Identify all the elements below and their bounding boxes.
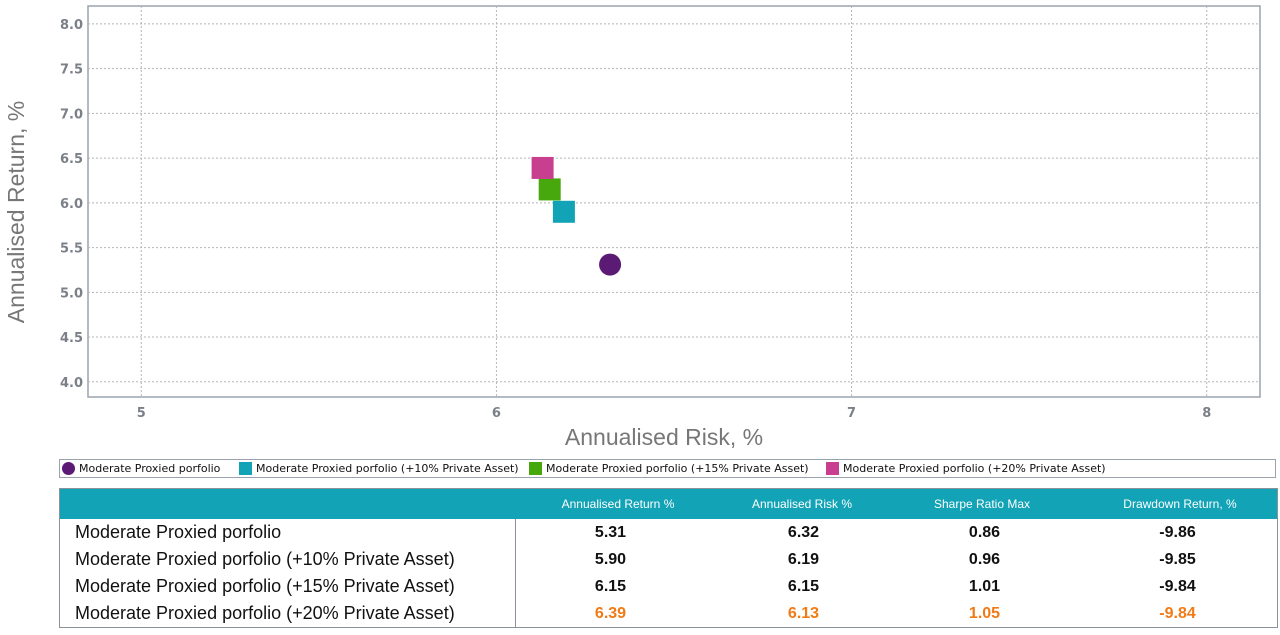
cell-sharpe-ratio: 0.86 <box>968 524 1001 541</box>
cell-annualised-return: 5.90 <box>594 551 627 568</box>
legend-label: Moderate Proxied porfolio <box>79 462 221 475</box>
cell-annualised-risk: 6.32 <box>787 524 820 541</box>
y-tick-label: 5.0 <box>60 286 83 301</box>
data-point-circle <box>599 253 622 276</box>
legend-item: Moderate Proxied porfolio <box>62 462 237 475</box>
legend: Moderate Proxied porfolio Moderate Proxi… <box>59 459 1276 478</box>
row-label: Moderate Proxied porfolio (+15% Private … <box>75 576 455 596</box>
column-divider <box>515 519 516 627</box>
legend-circle-icon <box>62 462 75 475</box>
y-tick-label: 8.0 <box>60 18 83 33</box>
legend-square-icon <box>529 462 542 475</box>
y-tick-label: 6.5 <box>60 152 83 167</box>
table-row-highlighted: Moderate Proxied porfolio (+20% Private … <box>60 600 1277 627</box>
header-sharpe-ratio: Sharpe Ratio Max <box>933 497 1031 511</box>
x-axis-label: Annualised Risk, % <box>565 424 763 450</box>
legend-label: Moderate Proxied porfolio (+10% Private … <box>256 462 519 475</box>
data-point-square <box>538 178 561 201</box>
cell-annualised-risk: 6.15 <box>787 578 820 595</box>
legend-square-icon <box>239 462 252 475</box>
cell-annualised-risk: 6.19 <box>787 551 820 568</box>
y-tick-label: 4.5 <box>60 331 83 346</box>
row-label: Moderate Proxied porfolio (+10% Private … <box>75 549 455 569</box>
cell-annualised-return: 6.15 <box>594 578 627 595</box>
y-tick-label: 5.5 <box>60 242 83 257</box>
scatter-chart: 4.0 4.5 5.0 5.5 6.0 6.5 7.0 7.5 8.0 5 6 7 8 Annuali… <box>3 5 1261 450</box>
legend-item: Moderate Proxied porfolio (+15% Private … <box>529 462 824 475</box>
cell-sharpe-ratio: 0.96 <box>968 551 1001 568</box>
row-label: Moderate Proxied porfolio (+20% Private … <box>75 603 455 623</box>
y-tick-labels: 4.0 4.5 5.0 5.5 6.0 6.5 7.0 7.5 8.0 <box>60 18 83 391</box>
cell-drawdown-return: -9.84 <box>1159 578 1196 595</box>
legend-item: Moderate Proxied porfolio (+20% Private … <box>826 462 1106 475</box>
data-point-square <box>531 156 554 179</box>
table-body: Moderate Proxied porfolio 5.31 6.32 0.86… <box>60 519 1277 627</box>
cell-drawdown-return: -9.85 <box>1159 551 1196 568</box>
y-tick-label: 7.5 <box>60 63 83 78</box>
metrics-table: Annualised Return % Annualised Risk % Sh… <box>59 488 1278 628</box>
cell-drawdown-return: -9.84 <box>1159 605 1196 622</box>
table-row: Moderate Proxied porfolio (+15% Private … <box>60 573 1277 600</box>
cell-sharpe-ratio: 1.05 <box>968 605 1001 622</box>
header-annualised-risk: Annualised Risk % <box>751 497 853 511</box>
header-annualised-return: Annualised Return % <box>561 497 675 511</box>
x-tick-label: 8 <box>1202 406 1211 421</box>
grid-lines <box>88 6 1260 397</box>
x-tick-label: 5 <box>137 406 146 421</box>
header-drawdown-return: Drawdown Return, % <box>1123 497 1237 511</box>
data-point-square <box>552 200 575 223</box>
row-label: Moderate Proxied porfolio <box>75 522 282 542</box>
legend-item: Moderate Proxied porfolio (+10% Private … <box>239 462 527 475</box>
cell-annualised-return: 5.31 <box>594 524 627 541</box>
cell-annualised-risk: 6.13 <box>787 605 820 622</box>
plot-area <box>87 5 1261 398</box>
cell-drawdown-return: -9.86 <box>1159 524 1196 541</box>
y-tick-label: 7.0 <box>60 107 83 122</box>
table-header: Annualised Return % Annualised Risk % Sh… <box>60 489 1277 519</box>
x-tick-labels: 5 6 7 8 <box>137 406 1212 421</box>
x-tick-label: 7 <box>847 406 856 421</box>
data-points <box>531 156 622 276</box>
table-row: Moderate Proxied porfolio 5.31 6.32 0.86… <box>60 519 1277 546</box>
legend-square-icon <box>826 462 839 475</box>
y-tick-label: 6.0 <box>60 197 83 212</box>
cell-annualised-return: 6.39 <box>594 605 627 622</box>
y-tick-label: 4.0 <box>60 376 83 391</box>
legend-label: Moderate Proxied porfolio (+15% Private … <box>546 462 809 475</box>
cell-sharpe-ratio: 1.01 <box>968 578 1001 595</box>
legend-label: Moderate Proxied porfolio (+20% Private … <box>843 462 1106 475</box>
x-tick-label: 6 <box>492 406 501 421</box>
table-row: Moderate Proxied porfolio (+10% Private … <box>60 546 1277 573</box>
y-axis-label: Annualised Return, % <box>3 101 29 323</box>
